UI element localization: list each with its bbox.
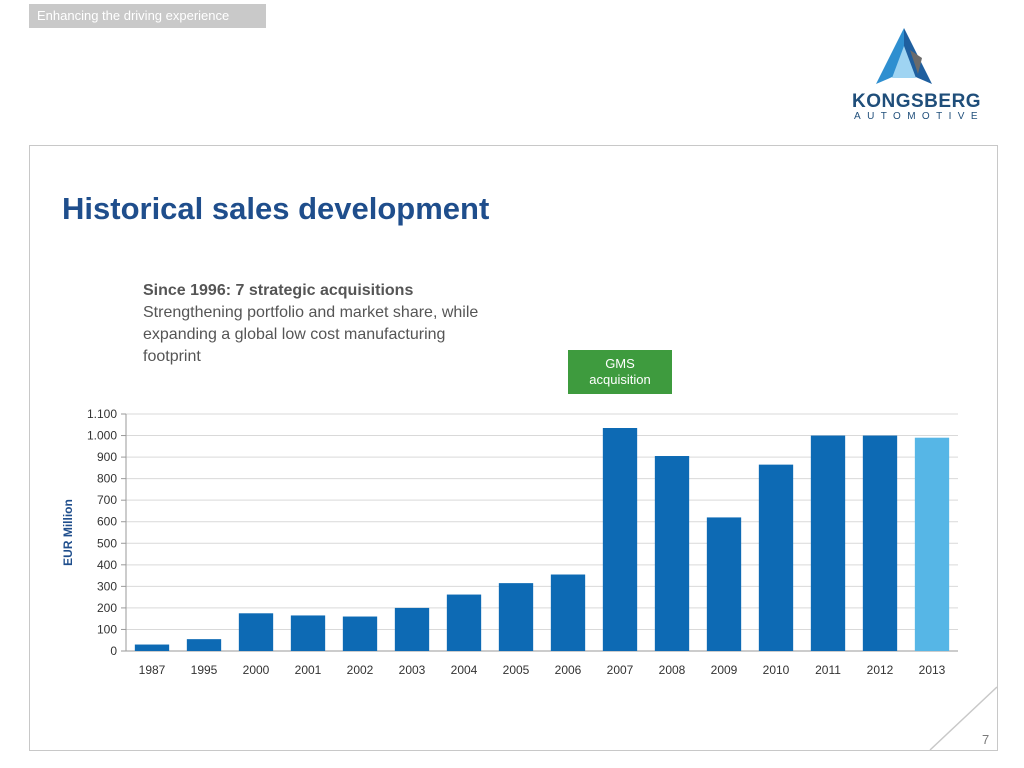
bar-2002 — [342, 616, 378, 651]
y-tick-label: 0 — [110, 644, 117, 658]
badge-line2: acquisition — [589, 372, 651, 387]
logo-name: KONGSBERG — [852, 91, 982, 112]
y-tick-label: 1.000 — [87, 429, 117, 443]
bar-2006 — [550, 574, 586, 651]
x-tick-label: 2006 — [555, 663, 582, 677]
badge-line1: GMS — [605, 356, 635, 371]
x-tick-label: 2012 — [867, 663, 894, 677]
x-tick-label: 2001 — [295, 663, 322, 677]
y-tick-label: 500 — [97, 536, 117, 550]
bar-1987 — [134, 644, 170, 651]
bar-2008 — [654, 456, 690, 651]
y-tick-label: 900 — [97, 450, 117, 464]
y-tick-label: 700 — [97, 493, 117, 507]
bar-2000 — [238, 613, 274, 651]
slide-subtitle: Since 1996: 7 strategic acquisitions Str… — [143, 280, 503, 368]
y-tick-label: 400 — [97, 558, 117, 572]
gms-acquisition-badge: GMS acquisition — [568, 350, 672, 394]
x-tick-label: 2007 — [607, 663, 634, 677]
bar-2001 — [290, 615, 326, 651]
bar-2004 — [446, 594, 482, 651]
bar-2005 — [498, 583, 534, 651]
x-tick-label: 2004 — [451, 663, 478, 677]
bar-2009 — [706, 517, 742, 651]
subtitle-text: Strengthening portfolio and market share… — [143, 304, 479, 365]
subtitle-bold: Since 1996: 7 strategic acquisitions — [143, 282, 414, 299]
bar-1995 — [186, 639, 222, 651]
kongsberg-logo: KONGSBERG AUTOMOTIVE — [848, 28, 981, 124]
y-tick-label: 200 — [97, 601, 117, 615]
x-tick-label: 2005 — [503, 663, 530, 677]
bar-2012 — [862, 435, 898, 651]
y-tick-label: 1.100 — [87, 407, 117, 421]
x-tick-label: 1987 — [139, 663, 166, 677]
logo-subtitle: AUTOMOTIVE — [854, 111, 984, 122]
bar-2011 — [810, 435, 846, 651]
x-tick-label: 2011 — [815, 663, 841, 677]
y-axis-label: EUR Million — [61, 499, 75, 566]
y-tick-label: 100 — [97, 622, 117, 636]
x-tick-label: 2000 — [243, 663, 270, 677]
bar-2003 — [394, 607, 430, 651]
y-tick-label: 600 — [97, 515, 117, 529]
slide-title: Historical sales development — [62, 191, 490, 226]
x-tick-label: 2010 — [763, 663, 790, 677]
logo-mountain-icon — [876, 28, 932, 84]
tagline: Enhancing the driving experience — [29, 4, 266, 28]
bar-2007 — [602, 428, 638, 651]
x-tick-label: 2013 — [919, 663, 946, 677]
x-tick-label: 1995 — [191, 663, 218, 677]
x-tick-label: 2009 — [711, 663, 738, 677]
page-number: 7 — [982, 732, 990, 747]
y-tick-label: 800 — [97, 472, 117, 486]
bar-2010 — [758, 464, 794, 651]
x-tick-label: 2008 — [659, 663, 686, 677]
bar-2013 — [914, 437, 950, 651]
x-tick-label: 2003 — [399, 663, 426, 677]
y-tick-label: 300 — [97, 579, 117, 593]
x-tick-label: 2002 — [347, 663, 374, 677]
